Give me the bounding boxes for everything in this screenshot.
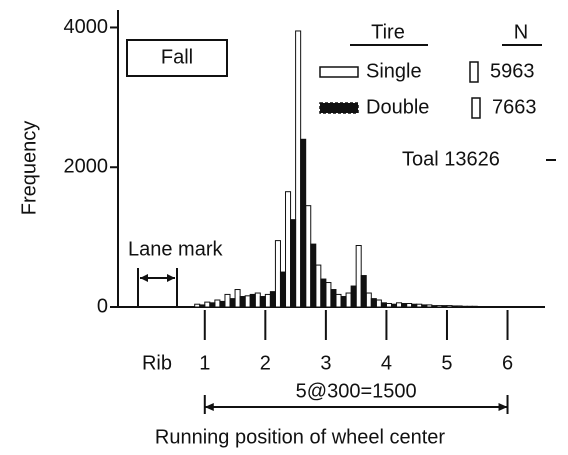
bar [219, 300, 226, 308]
bar [249, 293, 256, 308]
bar [199, 304, 206, 308]
bar [456, 305, 463, 308]
bar [441, 305, 448, 308]
bar [224, 293, 231, 308]
span-label: 5@300=1500 [296, 380, 417, 402]
bar [471, 305, 478, 308]
bar [305, 205, 312, 308]
bar [461, 305, 468, 308]
bar [365, 292, 372, 308]
bar [380, 302, 387, 308]
bar [300, 138, 307, 308]
x-tick-label: 3 [320, 352, 331, 374]
bar [254, 292, 261, 308]
legend-box-icon [469, 61, 479, 83]
bar [370, 298, 377, 308]
legend-n: 7663 [492, 96, 537, 118]
season-label: Fall [161, 46, 193, 68]
bar [411, 303, 418, 308]
legend-label: Double [366, 96, 429, 118]
bar [375, 299, 382, 308]
rib-label: Rib [142, 352, 172, 374]
season-box [126, 39, 228, 77]
bar [285, 191, 292, 308]
bar [244, 295, 251, 308]
lane-arrow [137, 268, 178, 306]
x-tick-label: 6 [502, 352, 513, 374]
legend-swatch [319, 66, 359, 78]
y-tick-label: 0 [97, 295, 108, 317]
bar [204, 301, 211, 308]
legend-box-icon [471, 97, 481, 119]
bar [416, 303, 423, 308]
bar [315, 264, 322, 308]
legend-swatch [319, 102, 359, 114]
bar [239, 296, 246, 308]
bar [259, 296, 266, 308]
bar [209, 302, 216, 308]
bar [451, 305, 458, 308]
x-axis-label: Running position of wheel center [155, 426, 446, 448]
bar [396, 302, 403, 308]
y-tick-label: 4000 [64, 16, 109, 38]
x-tick-label: 4 [381, 352, 392, 374]
bar [401, 303, 408, 308]
x-tick-label: 1 [199, 352, 210, 374]
bar [290, 219, 297, 308]
bar [350, 285, 357, 308]
bar [466, 305, 473, 308]
legend-title: Tire [371, 21, 405, 43]
bar [385, 303, 392, 308]
legend-n-title: N [514, 21, 528, 43]
bar [355, 245, 362, 308]
bar [426, 304, 433, 308]
legend-label: Single [366, 60, 422, 82]
bar [320, 278, 327, 308]
bar [446, 305, 453, 308]
bar [406, 303, 413, 308]
bar [269, 291, 276, 308]
bar [295, 30, 302, 308]
bar [330, 289, 337, 308]
bar [274, 240, 281, 308]
bar [390, 303, 398, 308]
legend-n: 5963 [490, 60, 535, 82]
bar [340, 296, 347, 308]
bar [431, 305, 438, 308]
bar [325, 282, 332, 308]
bar [360, 275, 367, 308]
total-label: Toal 13626 [402, 148, 500, 170]
bar [421, 304, 428, 308]
bar [194, 303, 201, 308]
y-tick-label: 2000 [64, 156, 109, 178]
x-tick-label: 5 [441, 352, 452, 374]
bar [264, 293, 271, 308]
x-tick-label: 2 [260, 352, 271, 374]
bar [335, 293, 342, 308]
lane-label: Lane mark [128, 238, 223, 260]
bar [214, 299, 221, 308]
bar [234, 289, 241, 308]
bar [229, 298, 236, 308]
bar [345, 292, 352, 308]
bar [310, 243, 317, 308]
y-axis-label: Frequency [18, 121, 40, 216]
bar [279, 271, 287, 308]
bar [436, 305, 443, 308]
